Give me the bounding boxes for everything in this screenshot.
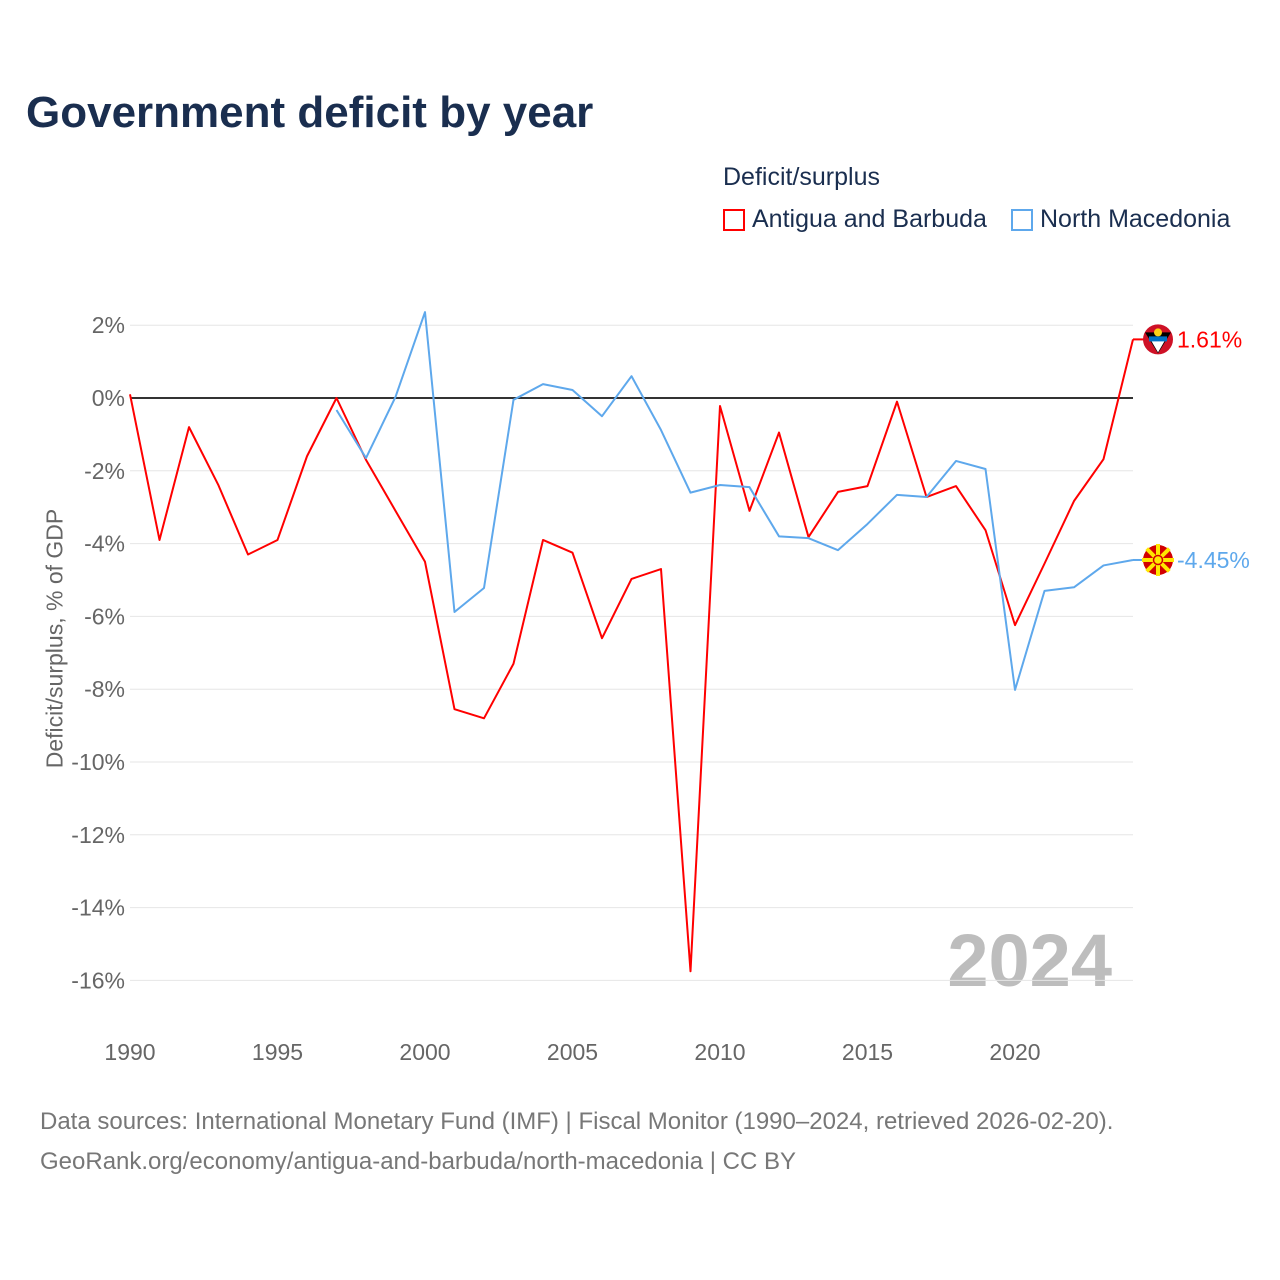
- x-tick-label: 2010: [694, 1039, 745, 1065]
- legend-label: North Macedonia: [1040, 205, 1231, 233]
- y-tick-label: -2%: [84, 458, 125, 484]
- source-link[interactable]: GeoRank.org/economy/antigua-and-barbuda/…: [40, 1148, 796, 1175]
- y-tick-label: 0%: [92, 385, 125, 411]
- series-line-1: [335, 311, 1134, 691]
- y-tick-label: -8%: [84, 676, 125, 702]
- chart-title: Government deficit by year: [26, 88, 594, 137]
- y-tick-label: 2%: [92, 312, 125, 338]
- legend-swatch: [1011, 208, 1033, 231]
- y-tick-label: -4%: [84, 531, 125, 557]
- x-tick-label: 2000: [399, 1039, 450, 1065]
- antigua-flag-icon: [1154, 328, 1162, 337]
- end-value-label: -4.45%: [1177, 547, 1250, 573]
- legend-item-antigua[interactable]: Antigua and Barbuda: [723, 205, 987, 234]
- y-tick-label: -10%: [71, 749, 125, 775]
- series-line-0: [129, 339, 1134, 973]
- source-text: Data sources: International Monetary Fun…: [40, 1108, 1114, 1135]
- x-tick-label: 2015: [842, 1039, 893, 1065]
- y-tick-label: -16%: [71, 967, 125, 993]
- antigua-flag-icon: [1151, 340, 1165, 353]
- legend-title: Deficit/surplus: [723, 163, 880, 191]
- end-value-label: 1.61%: [1177, 326, 1242, 352]
- x-tick-label: 1990: [104, 1039, 155, 1065]
- legend-item-north-macedonia[interactable]: North Macedonia: [1011, 205, 1230, 234]
- x-tick-label: 2005: [547, 1039, 598, 1065]
- legend-label: Antigua and Barbuda: [752, 205, 987, 233]
- x-tick-label: 1995: [252, 1039, 303, 1065]
- year-watermark: 2024: [947, 919, 1112, 1002]
- north-macedonia-flag-icon: [1152, 554, 1164, 566]
- x-tick-label: 2020: [989, 1039, 1040, 1065]
- y-tick-label: -14%: [71, 895, 125, 921]
- y-tick-label: -12%: [71, 822, 125, 848]
- legend-swatch: [723, 208, 745, 231]
- y-tick-label: -6%: [84, 603, 125, 629]
- antigua-flag-icon: [1149, 336, 1167, 342]
